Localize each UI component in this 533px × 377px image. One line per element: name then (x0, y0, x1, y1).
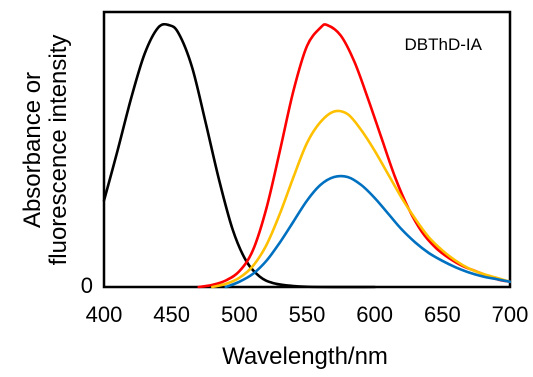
x-tick-label-400: 400 (86, 302, 123, 327)
y-axis-title: Absorbance or fluorescence intensity (19, 35, 72, 266)
x-tick-label-600: 600 (356, 302, 393, 327)
chart-annotation: DBThD-IA (405, 35, 483, 54)
x-tick-layer: 400 450 500 550 600 650 700 (86, 302, 529, 327)
x-tick-label-450: 450 (153, 302, 190, 327)
series-line-2 (197, 23, 512, 289)
y-axis-title-line-2: fluorescence intensity (45, 35, 72, 266)
y-axis-title-line-1: Absorbance or (19, 72, 46, 228)
x-tick-label-550: 550 (289, 302, 326, 327)
x-tick-label-650: 650 (424, 302, 461, 327)
y-tick-label-0: 0 (81, 273, 93, 298)
x-axis-title: Wavelength/nm (222, 343, 388, 370)
series-layer (102, 22, 512, 289)
series-line-4 (224, 174, 512, 289)
x-tick-label-500: 500 (221, 302, 258, 327)
x-tick-label-700: 700 (492, 302, 529, 327)
series-line-1 (102, 22, 376, 289)
series-line-3 (211, 109, 512, 289)
